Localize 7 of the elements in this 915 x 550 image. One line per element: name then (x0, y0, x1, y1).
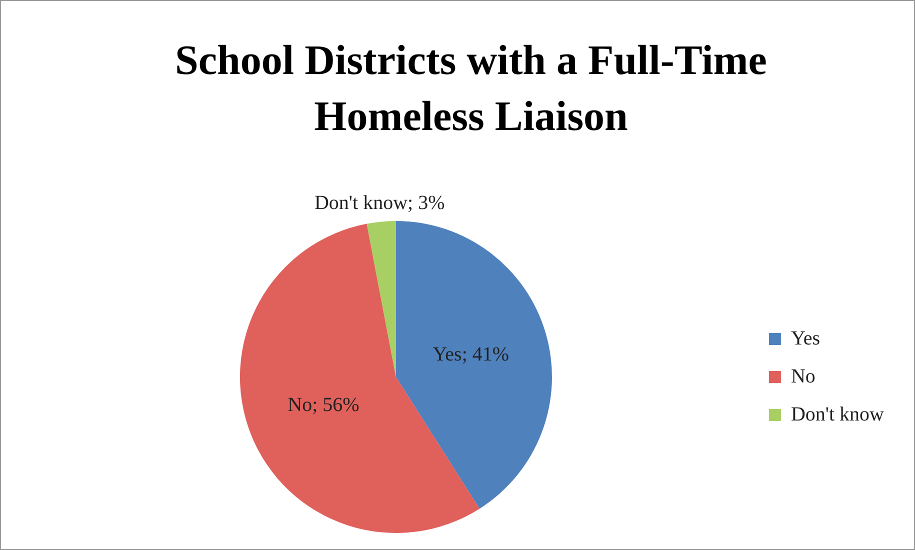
data-label: No; 56% (288, 394, 360, 416)
chart-title: School Districts with a Full-Time Homeless Liaison (174, 37, 768, 142)
legend-label: Yes (790, 327, 820, 350)
legend-label: Don't know (790, 403, 885, 426)
data-label: Yes; 41% (432, 343, 510, 366)
legend-label: No (790, 365, 816, 388)
data-label: Don't know; 3% (314, 192, 445, 214)
